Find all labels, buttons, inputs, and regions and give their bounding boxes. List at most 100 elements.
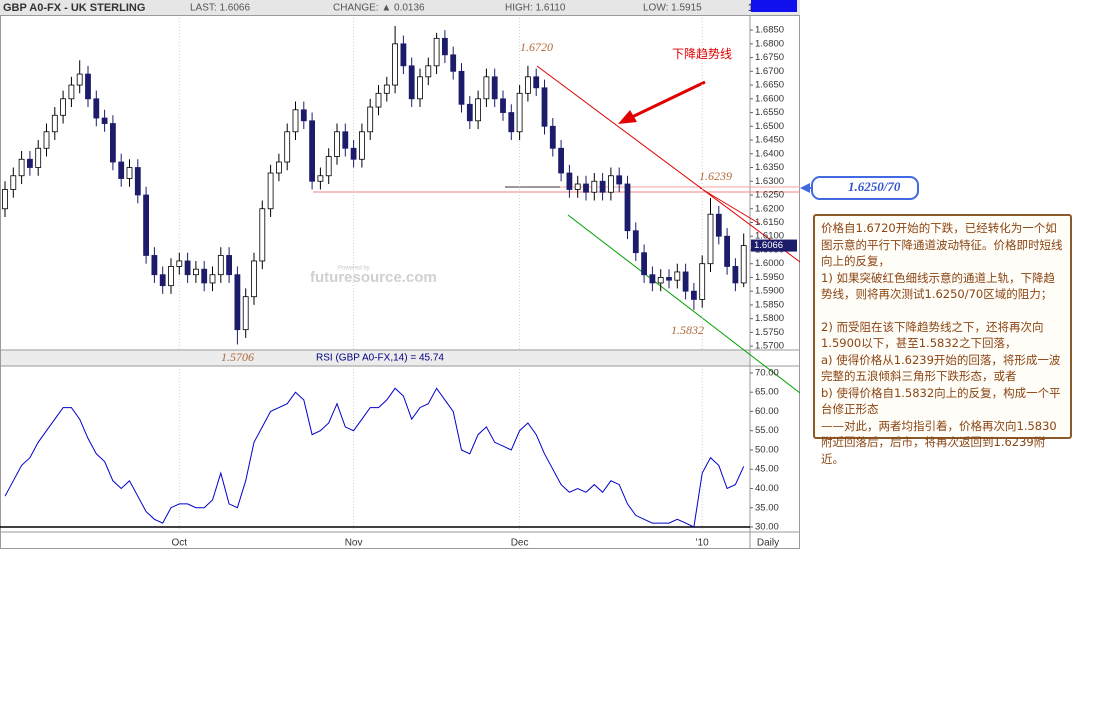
price-annotation: 1.6239 [699,169,732,183]
price-annotation: 1.5832 [671,323,704,337]
y-tick-label: 1.6250 [755,190,784,201]
y-tick-label: 1.6000 [755,258,784,269]
candle-body [491,76,498,100]
candle-body [475,98,482,122]
y-tick-label: 1.6700 [755,66,784,77]
callout-text: 1.6250/70 [848,179,901,194]
candle-body [616,175,623,185]
callout-box [811,176,919,200]
candle-body [126,167,133,179]
candle-body [300,109,307,122]
candle-body [508,112,515,133]
header-bar [0,0,800,15]
paragraph: 价格自1.6720开始的下跌，已经转化为一个如图示意的平行下降通道波动特征。价格… [821,221,1063,268]
candle-body [466,103,473,122]
candle-body [275,161,282,174]
y-tick-label: 65.00 [755,387,779,398]
candle-body [583,183,589,193]
watermark: futuresource.com [310,269,437,286]
last-price-box [751,239,797,252]
candle-body [591,180,598,193]
candle-body [358,131,365,160]
last-price: LAST: 1.6066 [190,3,250,14]
candle-body [632,230,639,254]
paragraph: b) 使得价格自1.5832向上的反复，构成一个平台修正形态 [821,385,1061,417]
y-tick-label: 30.00 [755,522,779,533]
candle-body [176,260,183,267]
candle-body [85,73,91,100]
candle-body [516,92,523,133]
candle-body [608,175,614,193]
candle-body [151,255,158,276]
candle-body [143,194,150,256]
candle-body [740,245,747,284]
candle-body [715,213,722,237]
y-tick-label: 1.5750 [755,327,784,338]
candle-body [93,98,100,119]
candle-body [317,175,324,182]
candle-body [242,296,249,331]
candle-body [558,147,564,174]
candle-body [226,255,233,276]
candle-body [76,73,83,86]
y-tick-label: 1.5950 [755,272,784,283]
candle-body [674,271,681,281]
candle-body [18,158,25,177]
paragraph: ——对此，两者均指引着，价格再次向1.5830附近回落后，后市，将再次返回到1.… [821,418,1057,466]
rsi-line [4,387,745,528]
downtrend-line [536,65,801,263]
candle-body [441,37,448,56]
candle-body [334,131,340,157]
y-tick-label: 1.6850 [755,25,784,36]
watermark-small: Powered by [338,266,370,272]
candle-body [43,131,50,149]
candle-body [699,263,706,300]
candle-body [217,255,224,276]
y-tick-label: 1.6150 [755,217,784,228]
candle-body [707,213,714,265]
candle-body [192,268,199,276]
candle-body [51,114,58,133]
candle-body [400,43,407,67]
candle-body [367,106,374,133]
candle-body [666,277,672,281]
price-annotation: 1.5706 [221,350,254,364]
high: HIGH: 1.6110 [505,3,566,14]
candle-body [450,54,457,72]
candle-body [184,260,191,276]
candle-body [134,167,141,196]
candle-body [10,175,17,190]
y-tick-label: 1.5850 [755,299,784,310]
candle-body [408,65,415,100]
rsi-title: RSI (GBP A0-FX,14) = 45.74 [316,353,444,364]
x-tick-label: Nov [345,538,363,549]
y-tick-label: 1.5800 [755,313,784,324]
channel-lower [567,214,801,394]
candle-body [682,271,689,292]
y-tick-label: 1.5900 [755,286,784,297]
arrow [631,80,706,119]
y-tick-label: 1.6600 [755,93,784,104]
candle-body [425,65,432,78]
x-tick-label: Dec [511,538,529,549]
candle-body [259,208,266,262]
y-tick-label: 35.00 [755,502,779,513]
y-tick-label: 1.6350 [755,162,784,173]
y-tick-label: 1.6800 [755,38,784,49]
chart-frame [0,15,800,549]
y-tick-label: 55.00 [755,425,779,436]
y-tick-label: 70.00 [755,367,779,378]
candle-body [525,76,531,94]
candle-body [649,274,656,284]
candle-body [68,84,75,100]
candle-body [375,92,382,108]
candle-body [417,76,423,100]
candle-body [541,87,548,127]
candle-body [624,183,631,232]
candle-body [284,131,291,163]
x-tick-label: '10 [696,538,709,549]
candle-body [168,266,174,287]
y-tick-label: 1.6500 [755,121,784,132]
